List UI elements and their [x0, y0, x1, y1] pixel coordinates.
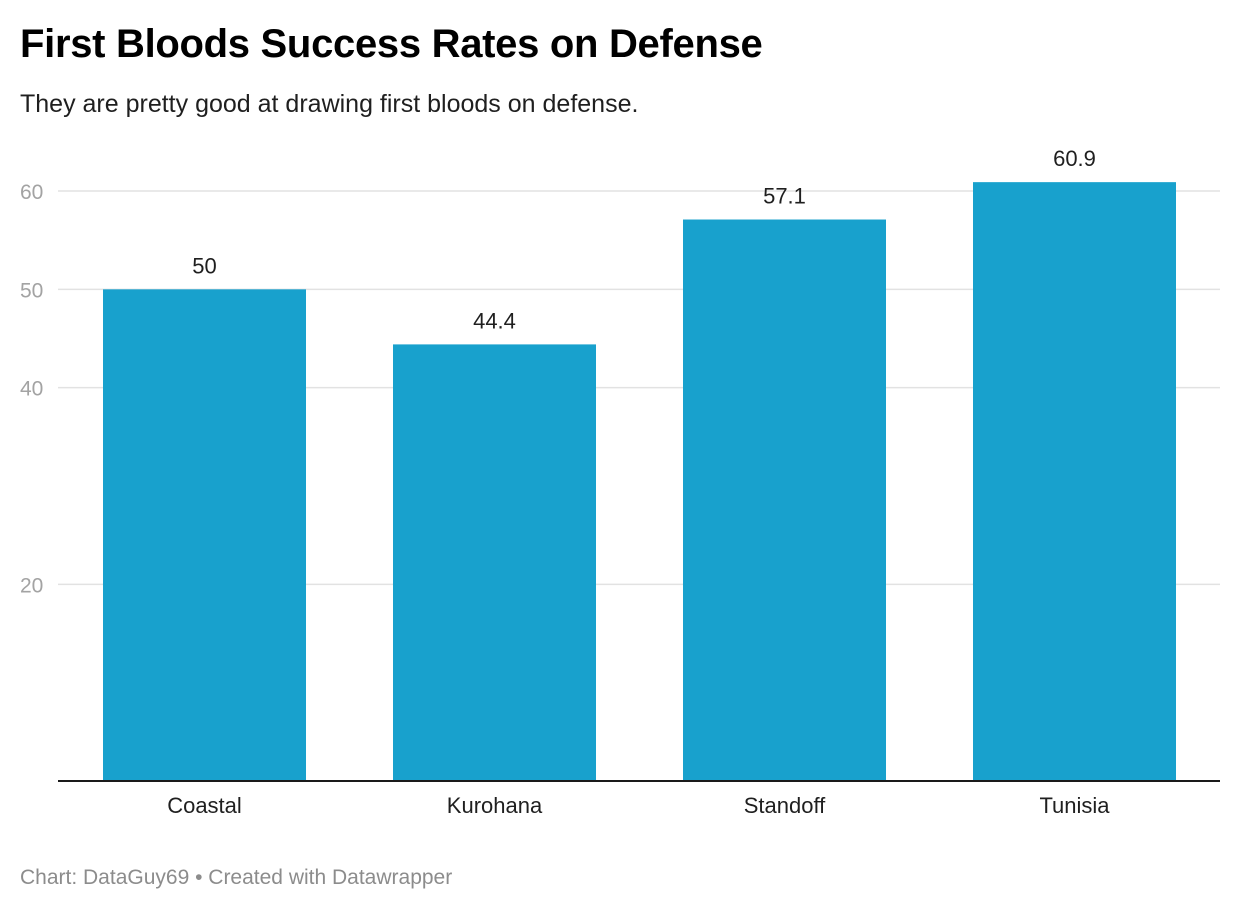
bar-tunisia — [973, 182, 1176, 781]
x-category-label: Tunisia — [1039, 793, 1110, 818]
y-tick-label: 20 — [20, 574, 43, 597]
x-category-label: Coastal — [167, 793, 242, 818]
bar-standoff — [683, 219, 886, 781]
value-label: 57.1 — [763, 184, 806, 209]
y-tick-label: 60 — [20, 181, 43, 204]
value-label: 50 — [192, 253, 216, 278]
chart-subtitle: They are pretty good at drawing first bl… — [20, 90, 639, 118]
chart-credit: Chart: DataGuy69 • Created with Datawrap… — [20, 866, 453, 889]
bars — [103, 182, 1176, 781]
value-label: 60.9 — [1053, 146, 1096, 171]
chart-title: First Bloods Success Rates on Defense — [20, 22, 763, 66]
y-tick-label: 40 — [20, 378, 43, 401]
y-tick-label: 50 — [20, 279, 43, 302]
x-category-label: Kurohana — [447, 793, 543, 818]
value-label: 44.4 — [473, 308, 516, 333]
bar-coastal — [103, 289, 306, 781]
x-category-label: Standoff — [744, 793, 826, 818]
bar-kurohana — [393, 344, 596, 781]
labels: 20 40 50 60 50 Coastal 44.4 Kurohana 57.1 Standof… — [20, 146, 1220, 818]
